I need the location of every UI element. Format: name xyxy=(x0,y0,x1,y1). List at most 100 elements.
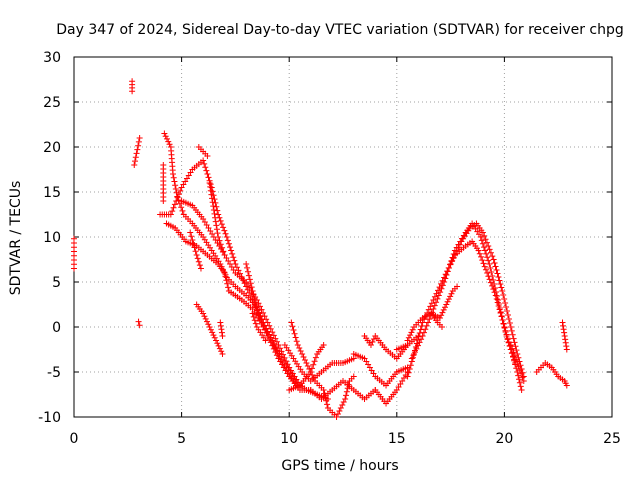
data-point xyxy=(251,317,258,324)
data-point xyxy=(292,334,299,341)
data-point xyxy=(290,327,297,333)
data-point xyxy=(301,357,308,363)
data-point xyxy=(369,339,376,345)
data-point xyxy=(170,204,177,211)
data-point xyxy=(561,333,568,339)
data-point xyxy=(489,253,496,260)
data-point xyxy=(166,141,173,148)
data-point xyxy=(256,315,263,321)
data-point xyxy=(454,283,461,290)
data-point xyxy=(249,310,256,317)
data-point xyxy=(561,329,568,336)
data-point xyxy=(167,211,174,218)
data-point xyxy=(439,309,446,316)
data-point xyxy=(480,244,487,251)
data-point xyxy=(217,217,224,224)
data-point xyxy=(516,379,523,386)
data-point xyxy=(251,295,258,302)
x-tick-label: 10 xyxy=(280,431,298,447)
data-point xyxy=(485,243,492,249)
data-point xyxy=(214,340,221,347)
data-point xyxy=(213,226,220,233)
data-point xyxy=(509,331,516,338)
data-point xyxy=(201,313,208,320)
data-point xyxy=(410,352,417,359)
data-point xyxy=(224,237,231,244)
data-point xyxy=(493,267,500,273)
data-point xyxy=(162,133,169,140)
data-point xyxy=(426,316,433,323)
data-point xyxy=(214,207,221,214)
data-point xyxy=(300,354,307,360)
data-point xyxy=(212,218,219,225)
data-point xyxy=(190,240,197,247)
data-point xyxy=(174,194,181,201)
data-point xyxy=(482,247,489,254)
data-point xyxy=(507,342,514,348)
data-point xyxy=(485,257,492,264)
data-point xyxy=(210,207,217,213)
data-point xyxy=(197,265,204,272)
data-point xyxy=(520,378,527,384)
data-point xyxy=(445,265,452,271)
data-point xyxy=(423,322,430,329)
data-point xyxy=(294,342,301,348)
data-point xyxy=(269,329,276,336)
data-point xyxy=(215,234,222,240)
data-point xyxy=(492,263,499,270)
data-point xyxy=(244,264,251,271)
data-point xyxy=(500,292,507,298)
x-tick-label: 25 xyxy=(603,431,621,447)
data-point xyxy=(336,408,343,414)
data-point xyxy=(291,330,298,337)
data-point xyxy=(562,339,569,346)
data-point xyxy=(207,183,214,190)
data-point xyxy=(495,274,502,280)
data-point xyxy=(419,333,426,339)
data-point xyxy=(232,261,239,267)
data-point xyxy=(195,258,202,265)
data-point xyxy=(310,361,317,368)
data-point xyxy=(501,325,508,331)
data-point xyxy=(227,244,234,251)
data-point xyxy=(430,306,437,312)
data-point xyxy=(247,280,254,287)
data-point xyxy=(264,319,271,326)
data-point xyxy=(442,304,449,311)
data-point xyxy=(200,157,207,164)
data-point xyxy=(519,374,526,381)
data-point xyxy=(213,203,220,210)
data-point xyxy=(486,276,493,283)
data-point xyxy=(407,362,414,369)
data-point xyxy=(221,227,228,234)
y-tick-label: -10 xyxy=(38,410,61,426)
data-point xyxy=(438,285,445,292)
data-point xyxy=(425,319,432,326)
data-point xyxy=(299,351,306,357)
data-point xyxy=(187,229,194,236)
data-point xyxy=(258,306,265,313)
data-point xyxy=(478,237,485,244)
data-point xyxy=(249,288,256,294)
data-point xyxy=(218,348,225,355)
data-point xyxy=(515,372,522,379)
data-point xyxy=(179,207,186,214)
data-point xyxy=(502,300,509,306)
data-point xyxy=(443,272,450,278)
data-point xyxy=(438,312,445,319)
data-point xyxy=(254,307,261,314)
data-point xyxy=(217,319,224,326)
data-point xyxy=(250,313,257,320)
y-tick-label: 25 xyxy=(43,95,61,111)
data-point xyxy=(481,263,488,270)
data-point xyxy=(267,325,274,332)
data-point xyxy=(252,299,259,306)
data-point xyxy=(559,319,566,326)
data-point xyxy=(334,411,341,417)
data-point xyxy=(416,339,423,346)
data-point xyxy=(243,261,250,267)
data-point xyxy=(178,204,185,211)
data-point xyxy=(476,250,483,257)
data-point xyxy=(405,334,412,341)
data-point xyxy=(560,326,567,333)
